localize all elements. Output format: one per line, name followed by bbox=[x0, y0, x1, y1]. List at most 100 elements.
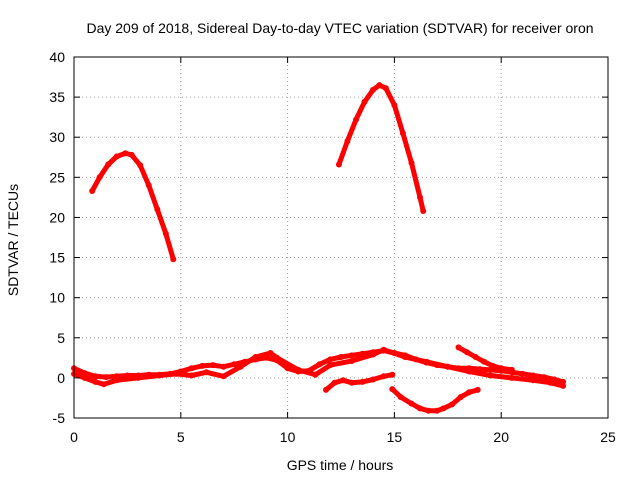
data-point bbox=[361, 98, 368, 105]
data-point bbox=[380, 346, 387, 353]
data-point bbox=[408, 400, 415, 407]
data-point bbox=[323, 386, 329, 393]
data-point bbox=[434, 407, 441, 414]
y-tick-label: 15 bbox=[49, 250, 65, 266]
data-point bbox=[348, 379, 355, 386]
x-tick-label: 20 bbox=[493, 429, 509, 445]
data-point bbox=[472, 354, 479, 360]
data-point bbox=[353, 116, 359, 123]
data-point bbox=[389, 371, 396, 378]
data-point bbox=[156, 372, 163, 379]
data-point bbox=[113, 377, 120, 384]
data-point bbox=[370, 376, 376, 383]
plot-frame bbox=[73, 56, 609, 419]
data-point bbox=[519, 370, 526, 377]
data-point bbox=[327, 362, 334, 369]
y-tick-label: 35 bbox=[49, 89, 65, 105]
data-point bbox=[338, 354, 344, 360]
data-point bbox=[105, 161, 112, 168]
series-trace bbox=[71, 347, 566, 389]
data-point bbox=[476, 366, 483, 373]
data-point bbox=[273, 354, 280, 361]
data-point bbox=[199, 362, 206, 369]
series-arc-b bbox=[335, 82, 427, 214]
data-point bbox=[498, 365, 505, 372]
y-tick-label: 5 bbox=[57, 330, 65, 346]
data-point bbox=[466, 389, 473, 396]
series-trace bbox=[389, 386, 481, 414]
data-point bbox=[417, 194, 423, 201]
data-point bbox=[92, 373, 99, 380]
data-point bbox=[100, 381, 107, 388]
data-point bbox=[103, 374, 109, 381]
y-axis-label: SDTVAR / TECUs bbox=[5, 184, 21, 296]
data-point bbox=[444, 363, 451, 370]
data-point bbox=[481, 358, 488, 365]
data-point bbox=[128, 151, 135, 158]
data-point bbox=[81, 374, 88, 381]
data-point bbox=[220, 363, 227, 370]
data-point bbox=[96, 174, 103, 181]
data-point bbox=[122, 150, 129, 157]
data-point bbox=[331, 379, 338, 386]
data-point bbox=[220, 373, 227, 380]
data-point bbox=[560, 382, 567, 389]
data-point bbox=[457, 394, 464, 401]
data-point bbox=[389, 386, 396, 393]
data-point bbox=[417, 405, 423, 412]
data-point bbox=[489, 362, 496, 369]
data-point bbox=[92, 378, 99, 385]
x-tick-label: 10 bbox=[280, 429, 296, 445]
data-point bbox=[376, 82, 383, 89]
series-trace bbox=[336, 82, 426, 214]
y-tick-label: 20 bbox=[49, 209, 65, 225]
data-point bbox=[188, 372, 195, 379]
data-point bbox=[145, 182, 152, 189]
x-axis-label: GPS time / hours bbox=[287, 457, 394, 473]
x-tick-label: 5 bbox=[177, 429, 185, 445]
data-point bbox=[474, 386, 481, 393]
data-point bbox=[423, 358, 430, 365]
data-point bbox=[408, 159, 415, 166]
series-arc-a bbox=[89, 150, 177, 263]
data-point bbox=[327, 356, 334, 363]
data-point bbox=[162, 230, 169, 237]
data-point bbox=[420, 208, 427, 214]
data-point bbox=[170, 256, 177, 263]
data-point bbox=[335, 161, 342, 168]
series-bump-right bbox=[455, 344, 515, 373]
data-point bbox=[267, 350, 274, 356]
data-point bbox=[312, 371, 319, 378]
y-tick-label: 25 bbox=[49, 169, 65, 185]
data-point bbox=[449, 401, 456, 408]
data-point bbox=[348, 358, 355, 364]
data-point bbox=[440, 405, 447, 412]
data-point bbox=[137, 162, 144, 169]
y-tick-label: -5 bbox=[53, 410, 66, 426]
x-tick-label: 25 bbox=[600, 429, 616, 445]
data-point bbox=[382, 85, 389, 92]
y-tick-label: 40 bbox=[49, 49, 65, 65]
series-lower-right bbox=[389, 386, 481, 414]
data-point bbox=[344, 138, 351, 145]
data-point bbox=[370, 86, 376, 93]
data-point bbox=[89, 188, 96, 194]
x-tick-label: 0 bbox=[70, 429, 78, 445]
data-point bbox=[530, 372, 537, 379]
data-point bbox=[81, 370, 88, 377]
x-tick-label: 15 bbox=[387, 429, 403, 445]
data-point bbox=[487, 372, 494, 379]
data-point bbox=[402, 354, 409, 360]
chart-title: Day 209 of 2018, Sidereal Day-to-day VTE… bbox=[86, 20, 593, 36]
data-point bbox=[135, 374, 142, 381]
data-point bbox=[237, 363, 244, 370]
series-lower-left bbox=[323, 371, 396, 393]
series-trace bbox=[89, 150, 176, 262]
data-point bbox=[173, 370, 180, 377]
data-point bbox=[154, 206, 161, 213]
y-tick-label: 30 bbox=[49, 129, 65, 145]
data-point bbox=[464, 349, 470, 356]
data-point bbox=[508, 374, 515, 381]
data-point bbox=[252, 354, 259, 360]
